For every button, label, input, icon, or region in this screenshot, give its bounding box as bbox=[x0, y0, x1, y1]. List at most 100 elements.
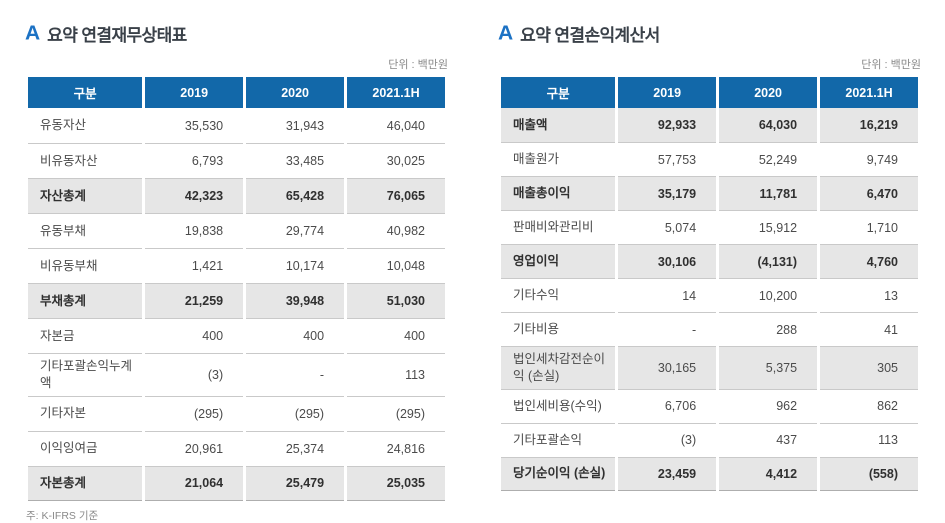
table-row: 비유동부채 1,421 10,174 10,048 bbox=[28, 248, 445, 283]
row-label: 자본금 bbox=[28, 318, 143, 353]
cell-value: 33,485 bbox=[246, 143, 345, 178]
cell-value: 13 bbox=[820, 278, 918, 312]
table-row: 법인세차감전순이익 (손실) 30,165 5,375 305 bbox=[501, 346, 918, 389]
column-header: 2019 bbox=[145, 77, 244, 108]
cell-value: 10,200 bbox=[719, 278, 818, 312]
column-header: 2021.1H bbox=[347, 77, 445, 108]
cell-value: 51,030 bbox=[347, 283, 445, 318]
cell-value: 41 bbox=[820, 312, 918, 346]
cell-value: 4,760 bbox=[820, 244, 918, 278]
row-label: 자산총계 bbox=[28, 178, 143, 213]
cell-value: 40,982 bbox=[347, 213, 445, 248]
cell-value: 305 bbox=[820, 346, 918, 389]
header-row: 구분 2019 2020 2021.1H bbox=[28, 77, 445, 108]
cell-value: 400 bbox=[145, 318, 244, 353]
cell-value: (295) bbox=[246, 395, 345, 431]
cell-value: 92,933 bbox=[618, 108, 717, 142]
table-row: 이익잉여금 20,961 25,374 24,816 bbox=[28, 430, 445, 466]
column-header: 구분 bbox=[501, 77, 616, 108]
cell-value: 5,074 bbox=[618, 210, 717, 244]
row-label: 이익잉여금 bbox=[28, 430, 143, 466]
cell-value: 14 bbox=[618, 278, 717, 312]
cell-value: 19,838 bbox=[145, 213, 244, 248]
cell-value: 46,040 bbox=[386, 118, 425, 133]
row-label: 영업이익 bbox=[501, 244, 616, 278]
row-label: 기타포괄손익 bbox=[501, 422, 616, 457]
row-label: 매출총이익 bbox=[501, 176, 616, 210]
cell-value: 24,816 bbox=[347, 430, 445, 466]
cell-value: 288 bbox=[719, 312, 818, 346]
cell-value: 35,530 bbox=[184, 118, 224, 133]
cell-value: 65,428 bbox=[246, 178, 345, 213]
row-label: 유동자산 bbox=[40, 118, 87, 133]
row-label: 매출액 bbox=[501, 108, 616, 142]
row-label: 기타수익 bbox=[501, 278, 616, 312]
table-row: 기타자본 (295) (295) (295) bbox=[28, 395, 445, 431]
cell-value: 25,035 bbox=[347, 465, 445, 501]
footnote: 주: K-IFRS 기준 bbox=[26, 509, 99, 522]
row-label: 기타포괄손익누계액 bbox=[28, 353, 143, 396]
cell-value: 1,710 bbox=[820, 210, 918, 244]
income-statement-title: 요약 연결손익계산서 bbox=[520, 25, 660, 45]
cell-value: 57,753 bbox=[618, 142, 717, 176]
cell-value: 39,948 bbox=[246, 283, 345, 318]
table-row: 영업이익 30,106 (4,131) 4,760 bbox=[501, 244, 918, 278]
row-label: 법인세차감전순이익 (손실) bbox=[501, 346, 616, 389]
cell-value: 113 bbox=[347, 353, 445, 396]
balance-sheet-section: A 요약 연결재무상태표 단위 : 백만원 구분 2019 2020 2021.1H … bbox=[25, 20, 448, 523]
column-header: 구분 bbox=[28, 77, 143, 108]
cell-value: 1,421 bbox=[145, 248, 244, 283]
cell-value: 16,219 bbox=[820, 108, 918, 142]
table-header: 구분 2019 2020 2021.1H bbox=[28, 77, 445, 108]
row-label: 기타비용 bbox=[501, 312, 616, 346]
income-statement-title-row: A 요약 연결손익계산서 bbox=[498, 22, 921, 44]
row-label: 자본총계 bbox=[28, 465, 143, 501]
cell-value: (295) bbox=[347, 395, 445, 431]
income-statement-section: A 요약 연결손익계산서 단위 : 백만원 구분 2019 2020 2021.1H … bbox=[498, 20, 921, 523]
column-header: 2020 bbox=[719, 77, 818, 108]
table-body: 유동자산 35,530 31,943 46,040 비유동자산 6,793 33,485 30… bbox=[28, 108, 445, 501]
balance-sheet-title-row: A 요약 연결재무상태표 bbox=[25, 22, 448, 44]
row-label: 비유동부채 bbox=[28, 248, 143, 283]
column-header: 2021.1H bbox=[820, 77, 918, 108]
cell-value: 21,259 bbox=[145, 283, 244, 318]
cell-value: 30,106 bbox=[618, 244, 717, 278]
row-label: 부채총계 bbox=[28, 283, 143, 318]
cell-value: 21,064 bbox=[145, 465, 244, 501]
row-label: 기타자본 bbox=[28, 395, 143, 431]
cell-value: 6,706 bbox=[618, 388, 717, 423]
cell-value: (558) bbox=[820, 456, 918, 491]
cell-value: 4,412 bbox=[719, 456, 818, 491]
cell-value: (295) bbox=[145, 395, 244, 431]
unit-label: 단위 : 백만원 bbox=[861, 59, 921, 71]
cell-value: 31,943 bbox=[285, 118, 325, 133]
cell-value: (3) bbox=[618, 422, 717, 457]
cell-value: 862 bbox=[820, 388, 918, 423]
brand-a-icon: A bbox=[25, 22, 41, 44]
cell-value: 64,030 bbox=[719, 108, 818, 142]
table-row: 매출원가 57,753 52,249 9,749 bbox=[501, 142, 918, 176]
cell-value: 25,374 bbox=[246, 430, 345, 466]
cell-value: 6,793 bbox=[145, 143, 244, 178]
cell-value: (3) bbox=[145, 353, 244, 396]
unit-label: 단위 : 백만원 bbox=[388, 59, 448, 71]
header-row: 구분 2019 2020 2021.1H bbox=[501, 77, 918, 108]
table-row: 비유동자산 6,793 33,485 30,025 bbox=[28, 143, 445, 178]
cell-value: 400 bbox=[246, 318, 345, 353]
table-row: 유동자산 35,530 31,943 46,040 bbox=[28, 108, 445, 143]
balance-sheet-title: 요약 연결재무상태표 bbox=[47, 25, 187, 45]
cell-value: 437 bbox=[719, 422, 818, 457]
cell-value: 23,459 bbox=[618, 456, 717, 491]
table-row: 법인세비용(수익) 6,706 962 862 bbox=[501, 388, 918, 423]
balance-sheet-table: 구분 2019 2020 2021.1H 유동자산 35,530 31,943 46,040… bbox=[25, 77, 448, 501]
cell-value: 9,749 bbox=[820, 142, 918, 176]
row-label: 판매비와관리비 bbox=[501, 210, 616, 244]
cell-value: 42,323 bbox=[145, 178, 244, 213]
cell-value: 20,961 bbox=[145, 430, 244, 466]
cell-value: 962 bbox=[719, 388, 818, 423]
cell-value: 11,781 bbox=[719, 176, 818, 210]
table-row: 기타포괄손익누계액 (3) -113 bbox=[28, 353, 445, 396]
table-row: 부채총계 21,259 39,948 51,030 bbox=[28, 283, 445, 318]
row-label: 당기순이익 (손실) bbox=[501, 456, 616, 491]
